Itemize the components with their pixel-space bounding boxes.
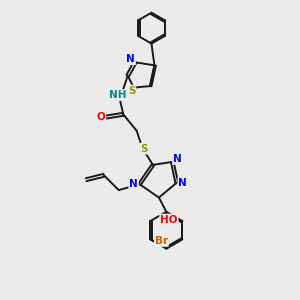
Text: S: S	[128, 85, 135, 96]
Text: O: O	[97, 112, 105, 122]
Text: S: S	[140, 143, 148, 154]
Text: N: N	[178, 178, 187, 188]
Text: N: N	[129, 179, 138, 189]
Text: N: N	[173, 154, 182, 164]
Text: N: N	[126, 54, 135, 64]
Text: Br: Br	[155, 236, 168, 246]
Text: HO: HO	[160, 214, 178, 224]
Text: NH: NH	[109, 90, 126, 100]
